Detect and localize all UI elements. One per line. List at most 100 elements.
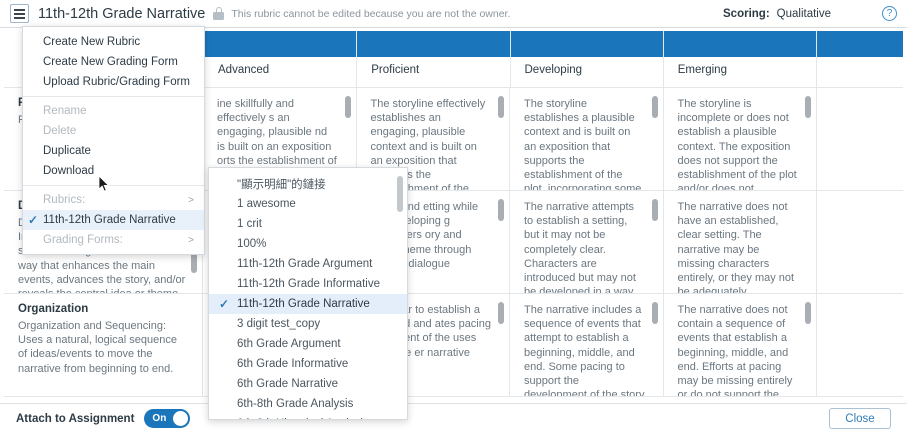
cell-scrollbar[interactable] [651,302,658,324]
menu-item-label: Rename [43,105,87,117]
lock-body [213,12,225,20]
table-row: Organization Organization and Sequencing… [4,294,903,397]
submenu-item-label: "顯示明細"的鏈接 [237,179,326,191]
menu-item-label: Rubrics: [43,194,86,206]
lock-icon [213,7,225,20]
cell-scrollbar[interactable] [498,96,504,118]
scoring-label: Scoring: [723,7,770,20]
column-header-proficient: Proficient [357,31,511,87]
bottom-bar: Attach to Assignment On Close [0,403,907,433]
rating-text: The narrative does not contain a sequenc… [677,304,793,396]
rating-text: The narrative includes a sequence of eve… [524,304,645,396]
submenu-item-label: 11th-12th Grade Informative [237,278,380,290]
rating-text: The storyline establishes a plausible co… [524,98,642,190]
menu-item-rename: Rename [23,101,204,121]
lock-shackle [215,7,222,13]
cell-scrollbar[interactable] [344,96,351,118]
submenu-item[interactable]: 6th Grade Informative [209,354,407,374]
hamburger-line [14,8,25,11]
close-button[interactable]: Close [829,408,891,429]
rating-cell-extra [817,191,903,293]
rating-cell-developing: The narrative includes a sequence of eve… [510,294,664,396]
rubric-header-band [203,31,903,57]
menu-item-delete: Delete [23,121,204,141]
toggle-state-label: On [152,413,167,424]
submenu-item[interactable]: "顯示明細"的鏈接 [209,174,407,194]
menu-item-duplicate[interactable]: Duplicate [23,141,204,161]
column-header-advanced: Advanced [203,31,358,87]
submenu-item-label: 11th-12th Grade Narrative [237,298,370,310]
submenu-item[interactable]: 6th Grade Argument [209,334,407,354]
rating-text: The narrative does not have an establish… [677,201,795,293]
submenu-item-label: 1 awesome [237,198,296,210]
check-icon: ✓ [28,213,39,227]
menu-item-label: Download [43,165,95,177]
menu-item-label: Duplicate [43,145,91,157]
submenu-item[interactable]: 1 crit [209,214,407,234]
submenu-item-label: 6th Grade Narrative [237,378,338,390]
menu-item-label: Upload Rubric/Grading Form [43,76,191,88]
submenu-item-selected[interactable]: ✓ 11th-12th Grade Narrative [209,294,407,314]
criterion-description: Organization and Sequencing: Uses a natu… [18,320,177,375]
attach-to-assignment-label: Attach to Assignment [16,412,135,425]
cell-scrollbar[interactable] [805,302,811,324]
cell-scrollbar[interactable] [498,199,504,221]
rubrics-submenu: "顯示明細"的鏈接 1 awesome 1 crit 100% 11th-12t… [208,167,408,420]
menu-item-upload-rubric-grading-form[interactable]: Upload Rubric/Grading Form [23,72,204,92]
submenu-item-label: 3 digit test_copy [237,318,321,330]
menu-item-label: Delete [43,125,77,137]
submenu-item-label: 6th Grade Informative [237,358,349,370]
rating-cell-extra [817,88,903,190]
menu-item-create-new-rubric[interactable]: Create New Rubric [23,32,204,52]
check-icon: ✓ [219,297,230,311]
column-header-extra [817,31,903,87]
hamburger-line [14,12,25,15]
menu-item-label: Grading Forms: [43,234,123,246]
cell-scrollbar[interactable] [805,96,811,118]
chevron-right-icon: > [188,194,194,206]
rating-text: The storyline is incomplete or does not … [677,98,797,190]
rubric-actions-menu: Create New Rubric Create New Grading For… [22,26,205,255]
scoring-value: Qualitative [776,7,831,20]
chevron-right-icon: > [188,234,194,246]
submenu-item-label: 1 crit [237,218,262,230]
column-header-emerging: Emerging [664,31,817,87]
cell-scrollbar[interactable] [651,96,658,118]
criterion-title: Organization [18,303,89,315]
submenu-item[interactable]: 3 digit test_copy [209,314,407,334]
submenu-item[interactable]: 6th Grade Narrative [209,374,407,394]
submenu-item[interactable]: 1 awesome [209,194,407,214]
submenu-item[interactable]: 100% [209,234,407,254]
menu-item-label: 11th-12th Grade Narrative [43,214,176,226]
submenu-item[interactable]: 11th-12th Grade Informative [209,274,407,294]
submenu-item-label: 11th-12th Grade Argument [237,258,373,270]
criterion-title: F [18,97,188,109]
topbar-right-group: Scoring: Qualitative ? [723,6,897,21]
submenu-item-label: 6th-8th Grade Analysis [237,398,354,410]
rating-text: The narrative attempts to establish a se… [524,201,636,293]
menu-item-current-rubric[interactable]: ✓ 11th-12th Grade Narrative [23,210,204,230]
hamburger-icon[interactable] [10,4,29,23]
help-icon[interactable]: ? [882,6,897,21]
rating-cell-emerging: The narrative does not have an establish… [664,191,817,293]
cell-scrollbar[interactable] [651,199,658,221]
submenu-item-label: 6th-8th Historical Analysis [237,418,369,419]
submenu-item[interactable]: 6th-8th Grade Analysis [209,394,407,414]
page-title: 11th-12th Grade Narrative [38,5,206,22]
submenu-item[interactable]: 11th-12th Grade Argument [209,254,407,274]
menu-item-rubrics-submenu[interactable]: Rubrics: > [23,190,204,210]
cell-scrollbar[interactable] [498,302,504,324]
submenu-item[interactable]: 6th-8th Historical Analysis [209,414,407,419]
toggle-knob [173,411,189,426]
criterion-cell: Organization Organization and Sequencing… [4,294,203,396]
attach-to-assignment-toggle[interactable]: On [144,409,191,428]
menu-item-download[interactable]: Download [23,161,204,181]
menu-item-grading-forms-submenu[interactable]: Grading Forms: > [23,230,204,250]
submenu-scrollbar[interactable] [397,176,403,212]
menu-divider [23,185,204,186]
menu-item-label: Create New Grading Form [43,56,178,68]
menu-item-create-new-grading-form[interactable]: Create New Grading Form [23,52,204,72]
submenu-item-label: 100% [237,238,267,250]
rating-cell-emerging: The storyline is incomplete or does not … [664,88,817,190]
